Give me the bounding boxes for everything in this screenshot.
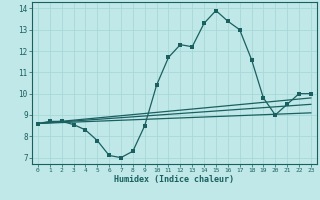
X-axis label: Humidex (Indice chaleur): Humidex (Indice chaleur) <box>115 175 234 184</box>
